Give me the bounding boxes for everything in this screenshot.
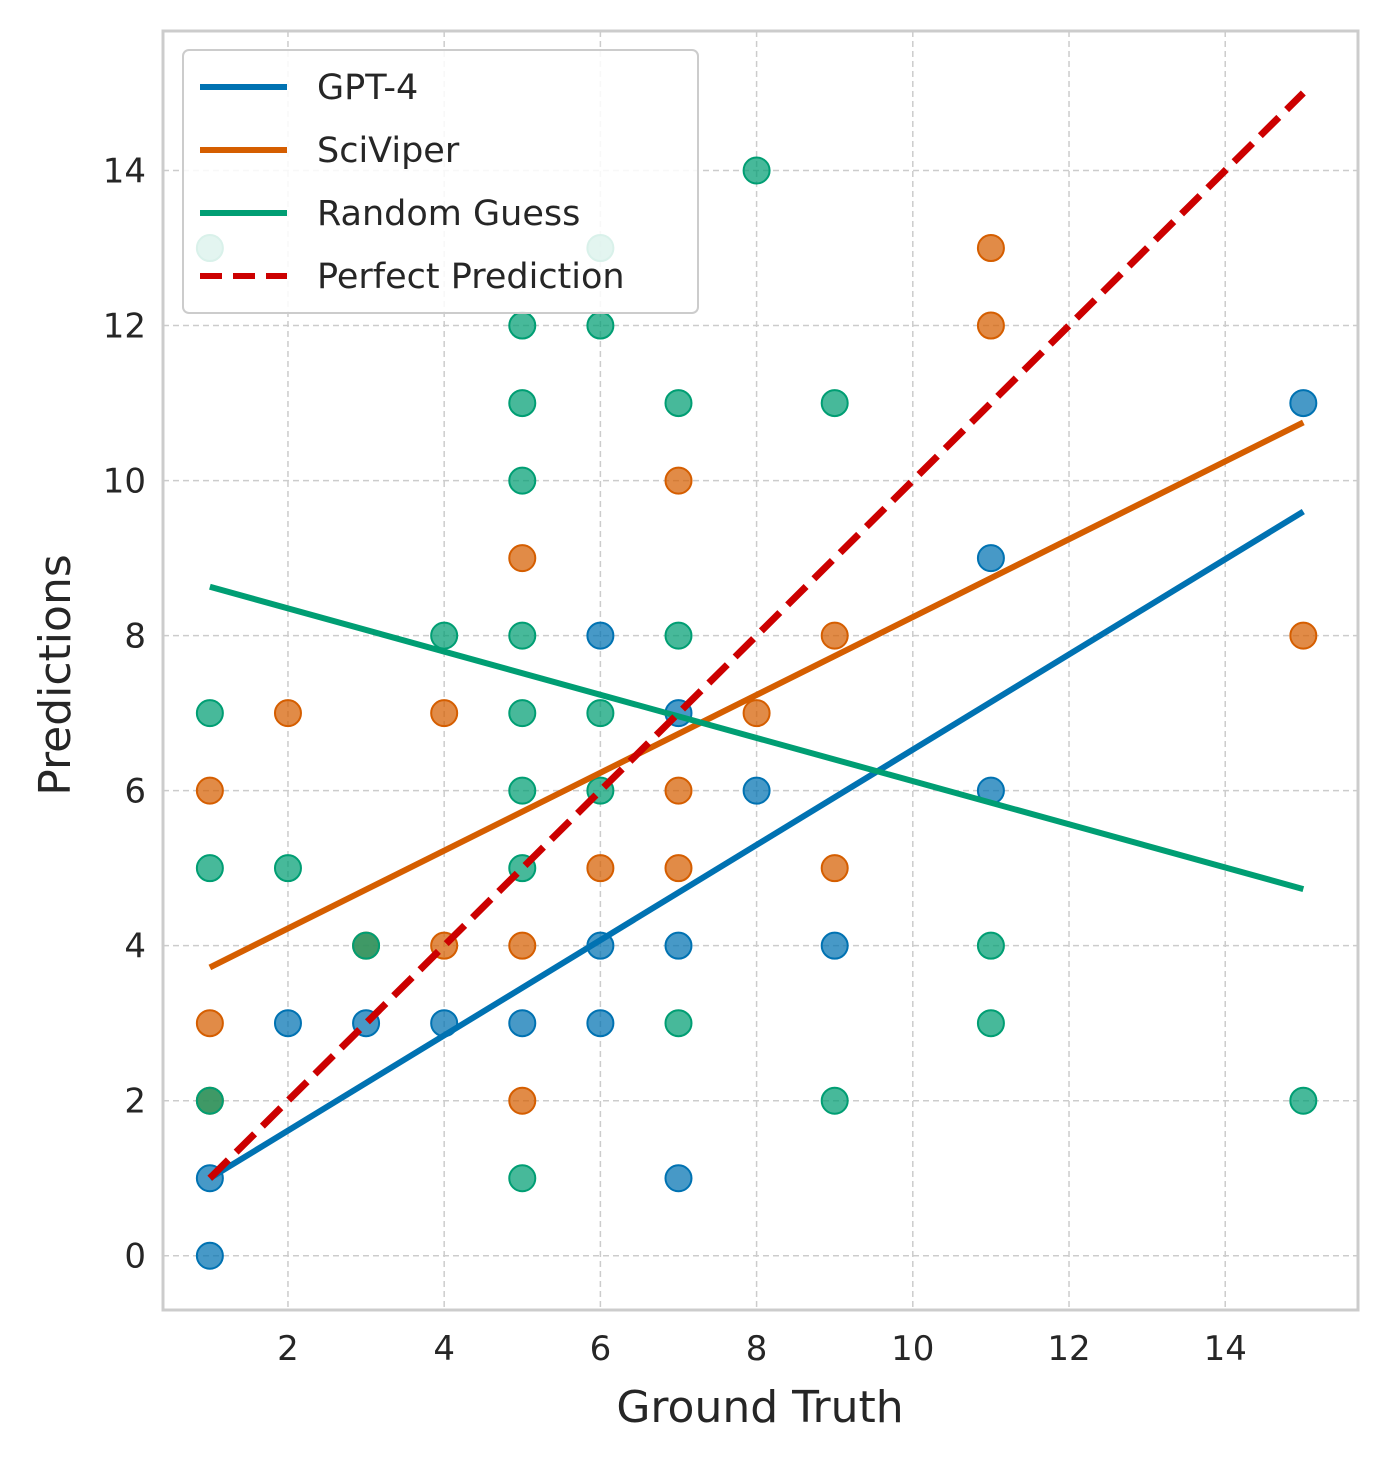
x-axis-label: Ground Truth	[616, 1382, 903, 1433]
data-point-random-guess	[820, 389, 849, 418]
data-point-random-guess	[508, 389, 537, 418]
data-point-sciviper	[508, 544, 537, 573]
data-point-gpt-4	[1289, 389, 1318, 418]
y-tick-label: 8	[124, 617, 146, 657]
x-tick-label: 14	[1204, 1329, 1247, 1369]
legend-label: Perfect Prediction	[317, 257, 625, 297]
data-point-random-guess	[664, 621, 693, 650]
data-point-sciviper	[508, 931, 537, 960]
fit-lines	[207, 90, 1306, 1181]
data-point-random-guess	[430, 621, 459, 650]
data-point-sciviper	[976, 234, 1005, 263]
fit-line-random-guess	[209, 583, 1305, 892]
data-point-random-guess	[508, 776, 537, 805]
data-point-sciviper	[742, 699, 771, 728]
y-tick-label: 10	[103, 462, 146, 502]
data-point-random-guess	[664, 389, 693, 418]
y-tick-label: 14	[103, 152, 146, 192]
data-point-random-guess	[586, 699, 615, 728]
data-point-sciviper	[820, 854, 849, 883]
data-point-gpt-4	[508, 1009, 537, 1038]
data-point-random-guess	[1289, 1086, 1318, 1115]
x-tick-label: 8	[746, 1329, 768, 1369]
y-axis-label: Predictions	[30, 554, 81, 796]
data-point-sciviper	[273, 699, 302, 728]
data-point-random-guess	[742, 156, 771, 185]
data-point-gpt-4	[664, 1164, 693, 1193]
data-point-random-guess	[508, 699, 537, 728]
data-point-sciviper	[664, 776, 693, 805]
data-point-sciviper	[508, 1086, 537, 1115]
data-point-gpt-4	[664, 931, 693, 960]
data-point-sciviper	[430, 699, 459, 728]
y-tick-label: 4	[124, 927, 146, 967]
data-point-sciviper	[664, 854, 693, 883]
x-tick-label: 2	[277, 1329, 299, 1369]
data-point-gpt-4	[742, 776, 771, 805]
legend-label: GPT-4	[317, 68, 418, 108]
y-tick-label: 2	[124, 1082, 146, 1122]
data-point-gpt-4	[820, 931, 849, 960]
data-point-random-guess	[273, 854, 302, 883]
tick-labels: 2 4 6 8 10 12 14 0 2 4 6 8 10 12 14	[103, 152, 1247, 1369]
x-tick-label: 12	[1047, 1329, 1090, 1369]
data-point-random-guess	[195, 854, 224, 883]
data-point-random-guess	[586, 311, 615, 340]
data-point-random-guess	[664, 1009, 693, 1038]
legend-box	[182, 49, 699, 314]
data-point-gpt-4	[976, 544, 1005, 573]
data-point-random-guess	[508, 311, 537, 340]
data-point-gpt-4	[273, 1009, 302, 1038]
legend: GPT-4 SciViper Random Guess Perfect Predict…	[182, 49, 699, 314]
data-point-random-guess	[820, 1086, 849, 1115]
data-point-random-guess	[508, 466, 537, 495]
fit-line-sciviper	[208, 419, 1305, 971]
x-tick-label: 4	[433, 1329, 455, 1369]
data-point-sciviper	[195, 776, 224, 805]
data-point-random-guess	[352, 931, 381, 960]
data-point-sciviper	[1289, 621, 1318, 650]
y-tick-label: 0	[124, 1237, 146, 1277]
data-point-random-guess	[976, 1009, 1005, 1038]
data-point-gpt-4	[195, 1241, 224, 1270]
y-tick-label: 6	[124, 772, 146, 812]
data-point-sciviper	[664, 466, 693, 495]
y-tick-label: 12	[103, 307, 146, 347]
data-point-random-guess	[976, 931, 1005, 960]
data-point-random-guess	[508, 621, 537, 650]
scatter-points	[195, 156, 1318, 1270]
fit-line-gpt-4	[208, 509, 1305, 1181]
data-point-sciviper	[586, 854, 615, 883]
data-point-sciviper	[976, 311, 1005, 340]
data-point-gpt-4	[586, 1009, 615, 1038]
data-point-sciviper	[195, 1009, 224, 1038]
legend-label: SciViper	[317, 131, 460, 171]
data-point-random-guess	[195, 699, 224, 728]
plot-frame	[161, 29, 1360, 1312]
x-tick-label: 10	[891, 1329, 934, 1369]
data-point-gpt-4	[586, 621, 615, 650]
data-point-sciviper	[820, 621, 849, 650]
reference-line-perfect-prediction	[207, 90, 1306, 1181]
legend-label: Random Guess	[317, 194, 580, 234]
data-point-random-guess	[195, 1086, 224, 1115]
x-tick-label: 6	[590, 1329, 612, 1369]
data-point-random-guess	[508, 1164, 537, 1193]
